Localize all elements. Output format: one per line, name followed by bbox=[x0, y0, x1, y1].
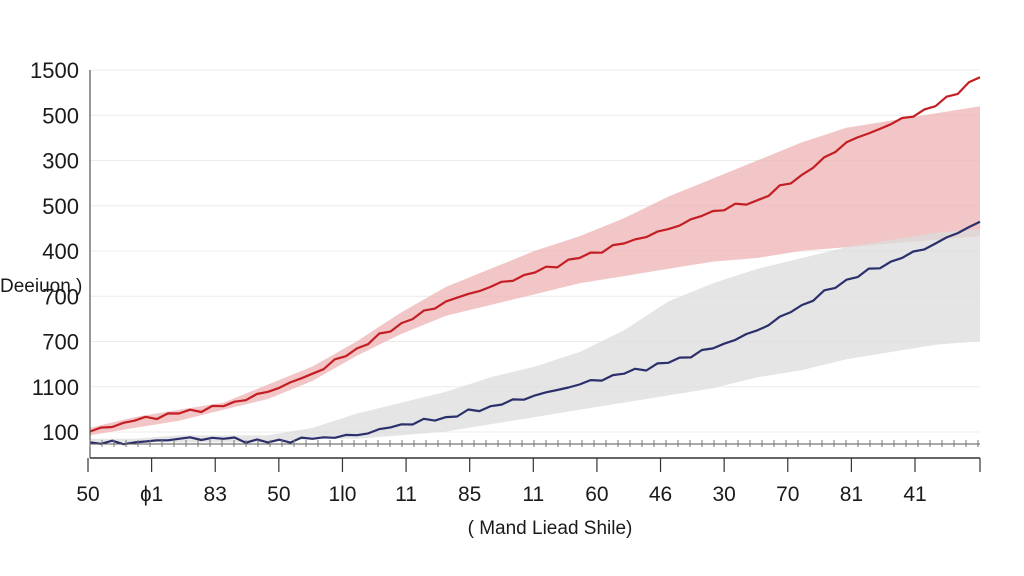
x-tick-label: 83 bbox=[204, 483, 227, 506]
y-tick-label: 500 bbox=[42, 194, 79, 219]
y-tick-label: 100 bbox=[42, 420, 79, 445]
y-tick-label: 700 bbox=[42, 284, 79, 309]
y-tick-label: 1500 bbox=[30, 58, 79, 83]
series-lines bbox=[89, 76, 981, 446]
y-tick-labels: 1500 500 300 500 400 700 700 1100 100 bbox=[30, 58, 79, 445]
x-tick-label: 60 bbox=[585, 483, 608, 506]
x-tick-label: 1l0 bbox=[328, 483, 356, 506]
x-tick-label: ɸ1 bbox=[140, 483, 163, 506]
y-tick-label: 1100 bbox=[32, 375, 79, 400]
lower-series-band bbox=[90, 229, 980, 443]
y-tick-label: 300 bbox=[42, 149, 79, 174]
x-tick-label: 11 bbox=[395, 483, 417, 506]
confidence-bands bbox=[90, 106, 980, 443]
x-tick-label: 81 bbox=[840, 483, 863, 506]
x-tick-label: 41 bbox=[903, 483, 926, 506]
axes bbox=[87, 70, 981, 472]
x-tick-labels: 50 ɸ1 83 50 1l0 11 85 11 60 46 30 70 81 41 bbox=[76, 483, 926, 506]
upper-series-band bbox=[90, 106, 980, 436]
y-axis-title: Deeiuon ) bbox=[0, 276, 82, 297]
x-tick-label: 11 bbox=[522, 483, 544, 506]
x-tick-label: 50 bbox=[76, 483, 99, 506]
x-tick-label: 70 bbox=[776, 483, 799, 506]
y-tick-label: 500 bbox=[42, 103, 79, 128]
upper-series-line bbox=[89, 76, 981, 433]
x-tick-label: 85 bbox=[458, 483, 481, 506]
y-tick-label: 400 bbox=[42, 239, 79, 264]
y-tick-label: 700 bbox=[42, 330, 79, 355]
x-tick-label: 46 bbox=[649, 483, 672, 506]
lower-series-line bbox=[89, 220, 981, 446]
x-tick-label: 30 bbox=[712, 483, 735, 506]
x-tick-label: 50 bbox=[267, 483, 290, 506]
x-axis-title: ( Mand Liead Shile) bbox=[468, 518, 633, 539]
